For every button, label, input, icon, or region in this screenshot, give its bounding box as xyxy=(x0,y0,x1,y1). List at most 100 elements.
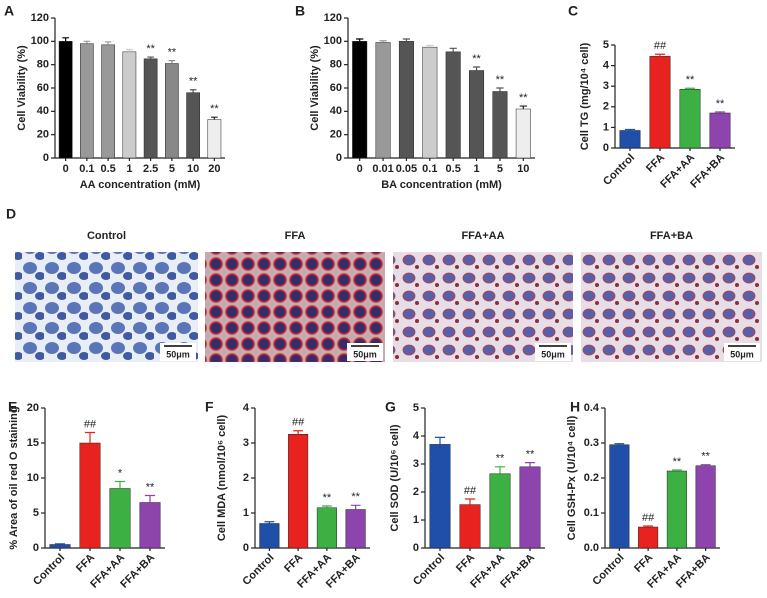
y-tick-label: 40 xyxy=(37,105,49,117)
y-tick-label: 3 xyxy=(243,437,249,449)
x-tick-label: 10 xyxy=(187,163,199,175)
panel-letter: E xyxy=(8,399,17,415)
error-bar xyxy=(402,38,411,42)
error-bar xyxy=(321,505,332,508)
y-tick-label: 100 xyxy=(31,35,49,47)
error-bar xyxy=(144,494,156,503)
y-axis-title: % Area of oil red O staining xyxy=(8,406,20,549)
x-tick-label: 2.5 xyxy=(143,163,158,175)
scale-bar-label: 50μm xyxy=(166,349,190,359)
x-tick-label: 0.5 xyxy=(100,163,115,175)
bar xyxy=(101,44,115,159)
bar xyxy=(469,70,485,159)
bar xyxy=(109,488,131,549)
bar xyxy=(186,92,200,159)
error-bar xyxy=(264,521,275,524)
bar xyxy=(316,507,337,549)
error-bar xyxy=(714,111,726,113)
x-tick-label: FFA xyxy=(644,152,667,175)
panel-letter: D xyxy=(6,206,16,222)
y-tick-label: 20 xyxy=(37,129,49,141)
y-axis-title: Cell GSH-Px (U/10⁴ cell) xyxy=(566,415,578,540)
x-tick-label: 0.01 xyxy=(372,163,393,175)
x-tick-label: 0 xyxy=(357,163,363,175)
significance-label: ** xyxy=(146,481,155,493)
x-tick-label: 0 xyxy=(63,163,69,175)
significance-label: ## xyxy=(464,485,477,497)
micrograph-label: FFA+BA xyxy=(650,230,693,242)
x-tick-label: 1 xyxy=(474,163,480,175)
x-tick-label: Control xyxy=(240,552,276,588)
bar xyxy=(609,444,630,549)
error-bar xyxy=(350,504,361,510)
x-tick-label: 0.05 xyxy=(396,163,417,175)
scale-bar-label: 50μm xyxy=(353,349,377,359)
error-bar xyxy=(126,48,133,52)
bar xyxy=(375,42,391,159)
y-tick-label: 4 xyxy=(413,430,420,442)
significance-label: ** xyxy=(323,492,332,504)
error-bar xyxy=(494,466,506,474)
bar xyxy=(122,51,137,159)
micrographs: D Control 50μm FFA 50μm FFA+AA 50μm FFA+BA 50μm xyxy=(6,206,762,362)
bar xyxy=(259,523,280,549)
significance-label: ** xyxy=(210,103,219,115)
y-tick-label: 120 xyxy=(324,12,342,24)
x-tick-label: Control xyxy=(601,152,637,188)
y-tick-label: 40 xyxy=(330,105,342,117)
bar xyxy=(352,41,368,159)
error-bar xyxy=(654,53,666,57)
x-tick-label: FFA xyxy=(282,552,305,575)
bar xyxy=(398,41,414,159)
bar xyxy=(619,130,641,149)
panel-letter: B xyxy=(295,3,305,19)
x-tick-label: Control xyxy=(590,552,626,588)
error-bar xyxy=(293,430,304,435)
error-bar xyxy=(464,498,476,505)
y-tick-label: 20 xyxy=(27,402,39,414)
y-tick-label: 80 xyxy=(330,59,342,71)
bar xyxy=(459,504,481,549)
y-tick-label: 0.4 xyxy=(584,402,600,414)
significance-label: ** xyxy=(189,76,198,88)
y-tick-label: 4 xyxy=(243,402,250,414)
x-tick-label: 0.1 xyxy=(422,163,437,175)
significance-label: ** xyxy=(496,453,505,465)
significance-label: ** xyxy=(168,46,177,58)
error-bar xyxy=(426,44,434,48)
x-tick-label: Control xyxy=(31,552,67,588)
bar xyxy=(58,41,73,159)
scale-bar-label: 50μm xyxy=(730,349,754,359)
y-tick-label: 0 xyxy=(33,542,39,554)
x-tick-label: Control xyxy=(411,552,447,588)
y-tick-label: 5 xyxy=(413,402,419,414)
y-tick-label: 0 xyxy=(603,142,609,154)
y-tick-label: 80 xyxy=(37,59,49,71)
error-bar xyxy=(434,436,446,445)
y-tick-label: 0 xyxy=(243,542,249,554)
error-bar xyxy=(168,59,176,64)
error-bar xyxy=(356,38,364,42)
y-axis-title: Cell Viability (%) xyxy=(309,45,321,131)
bar xyxy=(709,112,731,149)
error-bar xyxy=(84,431,96,443)
x-tick-label: 20 xyxy=(208,163,220,175)
error-bar xyxy=(54,543,66,545)
bar xyxy=(429,444,451,549)
y-tick-label: 0.3 xyxy=(584,437,599,449)
y-tick-label: 3 xyxy=(603,80,609,92)
bar xyxy=(638,526,659,549)
scale-bar-bg xyxy=(160,343,196,361)
panel-letter: C xyxy=(568,3,578,19)
bar xyxy=(143,58,158,159)
error-bar xyxy=(211,116,218,120)
bar xyxy=(519,466,541,549)
x-tick-label: 10 xyxy=(517,163,529,175)
error-bar xyxy=(62,37,69,42)
error-bar xyxy=(104,41,112,45)
bar xyxy=(80,43,94,159)
y-tick-label: 1 xyxy=(603,121,609,133)
x-axis-title: AA concentration (mM) xyxy=(80,179,201,191)
x-tick-label: FFA xyxy=(632,552,655,575)
